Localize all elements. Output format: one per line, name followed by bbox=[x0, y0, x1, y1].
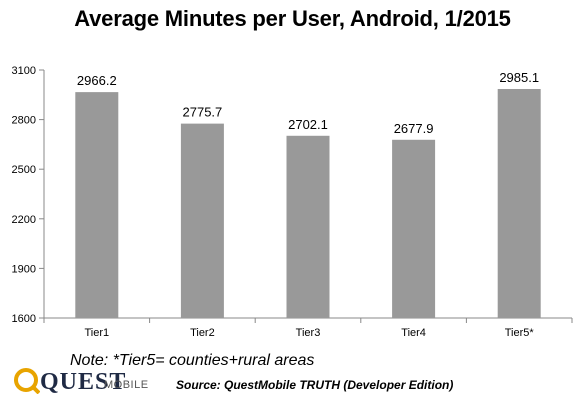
y-axis: 1600 1900 2200 2500 2800 3100 bbox=[12, 65, 45, 325]
bar-tier1 bbox=[75, 92, 119, 318]
y-tick-label: 2200 bbox=[12, 214, 36, 226]
data-label: 2677.9 bbox=[394, 121, 434, 136]
chart-title: Average Minutes per User, Android, 1/201… bbox=[74, 6, 511, 31]
category-label: Tier3 bbox=[296, 327, 321, 339]
data-label: 2702.1 bbox=[288, 117, 328, 132]
bars bbox=[75, 88, 541, 319]
bar-tier4 bbox=[392, 139, 436, 318]
y-tick-label: 2800 bbox=[12, 115, 36, 127]
y-tick-label: 1600 bbox=[12, 313, 36, 325]
y-tick-label: 1900 bbox=[12, 263, 36, 275]
bar-tier2 bbox=[180, 123, 224, 318]
logo-mobile-text: MOBILE bbox=[104, 379, 149, 391]
source-note: Source: QuestMobile TRUTH (Developer Edi… bbox=[176, 378, 454, 392]
category-label: Tier4 bbox=[401, 327, 426, 339]
questmobile-logo: QUEST MOBILE bbox=[12, 366, 172, 400]
data-label: 2985.1 bbox=[499, 70, 539, 85]
category-label: Tier1 bbox=[84, 327, 109, 339]
bar-tier3 bbox=[286, 135, 330, 318]
logo-quest-text: QUEST bbox=[40, 369, 127, 395]
bar-tier5 bbox=[497, 88, 541, 319]
data-labels: 2966.2 2775.7 2702.1 2677.9 2985.1 bbox=[77, 70, 539, 136]
y-tick-label: 3100 bbox=[12, 65, 36, 77]
footnote: Note: *Tier5= counties+rural areas bbox=[70, 352, 315, 369]
category-label: Tier2 bbox=[190, 327, 215, 339]
logo-ring-icon bbox=[14, 368, 40, 394]
x-axis: Tier1 Tier2 Tier3 Tier4 Tier5* bbox=[43, 317, 573, 339]
data-label: 2966.2 bbox=[77, 73, 117, 88]
y-tick-label: 2500 bbox=[12, 164, 36, 176]
data-label: 2775.7 bbox=[183, 105, 223, 120]
category-label: Tier5* bbox=[505, 327, 535, 339]
